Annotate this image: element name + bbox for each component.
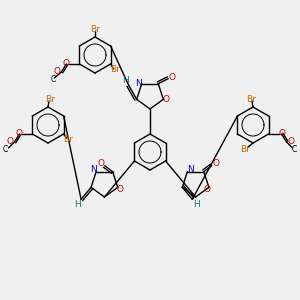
Text: O: O xyxy=(16,128,23,137)
Text: C: C xyxy=(3,146,8,154)
Text: O: O xyxy=(203,185,210,194)
Text: Br: Br xyxy=(90,25,100,34)
Text: O: O xyxy=(7,136,14,146)
Text: O: O xyxy=(163,95,170,104)
Text: C: C xyxy=(51,74,56,83)
Text: N: N xyxy=(135,79,142,88)
Text: Br: Br xyxy=(246,94,256,103)
Text: O: O xyxy=(63,58,70,68)
Text: C: C xyxy=(292,146,297,154)
Text: H: H xyxy=(193,200,200,209)
Text: N: N xyxy=(90,165,97,174)
Text: Br: Br xyxy=(110,65,119,74)
Text: O: O xyxy=(54,67,61,76)
Text: O: O xyxy=(278,128,285,137)
Text: H: H xyxy=(122,76,129,85)
Text: O: O xyxy=(116,185,123,194)
Text: O: O xyxy=(169,73,176,82)
Text: Br: Br xyxy=(45,94,55,103)
Text: O: O xyxy=(97,159,104,168)
Text: Br: Br xyxy=(63,134,73,143)
Text: Br: Br xyxy=(240,145,250,154)
Text: O: O xyxy=(287,136,294,146)
Text: O: O xyxy=(212,159,219,168)
Text: H: H xyxy=(74,200,80,209)
Text: N: N xyxy=(187,165,194,174)
